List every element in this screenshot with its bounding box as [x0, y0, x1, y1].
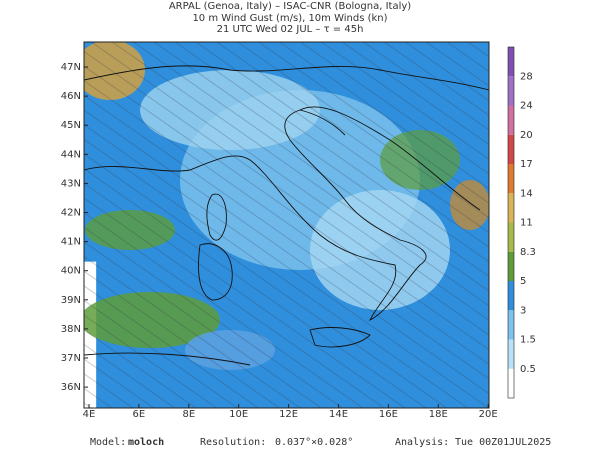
colorbar-label: 14: [520, 188, 533, 199]
lon-label: 18E: [429, 409, 448, 420]
colorbar-label: 5: [520, 276, 526, 287]
colorbar-label: 8.3: [520, 247, 536, 258]
lat-label: 40N: [61, 266, 81, 277]
footer-value: 0.037°×0.028°: [275, 437, 353, 448]
colorbar-segment: [508, 76, 514, 106]
colorbar-segment: [508, 251, 514, 281]
colorbar-segment: [508, 368, 514, 398]
map-frame: [83, 41, 490, 409]
colorbar-label: 11: [520, 218, 533, 229]
lat-label: 36N: [61, 382, 81, 393]
lon-label: 12E: [279, 409, 298, 420]
footer-label: Resolution:: [200, 437, 266, 448]
lon-label: 16E: [379, 409, 398, 420]
header-line: 21 UTC Wed 02 JUL – τ = 45h: [217, 24, 364, 35]
colorbar-label: 1.5: [520, 335, 536, 346]
lat-label: 44N: [61, 149, 81, 160]
lon-label: 4E: [83, 409, 96, 420]
colorbar-label: 28: [520, 71, 533, 82]
lat-label: 47N: [61, 62, 81, 73]
footer-value: Tue 00Z01JUL2025: [455, 437, 551, 448]
header-line: 10 m Wind Gust (m/s), 10m Winds (kn): [192, 13, 387, 24]
lat-label: 41N: [61, 237, 81, 248]
lat-label: 46N: [61, 91, 81, 102]
lon-label: 20E: [479, 409, 498, 420]
footer-label: Model:: [90, 437, 126, 448]
colorbar: 0.5 1.5 3 5 8.3 11 14 17 20 24 28: [507, 46, 536, 399]
lat-label: 39N: [61, 295, 81, 306]
colorbar-segment: [508, 164, 514, 194]
lat-label: 37N: [61, 353, 81, 364]
colorbar-label: 17: [520, 159, 533, 170]
lon-label: 8E: [182, 409, 195, 420]
colorbar-segment: [508, 310, 514, 340]
colorbar-label: 0.5: [520, 364, 536, 375]
wind-barbs: [84, 42, 489, 408]
lat-label: 43N: [61, 178, 81, 189]
colorbar-frame: [507, 46, 515, 399]
map: [84, 42, 489, 408]
colorbar-segment: [508, 47, 514, 77]
header-line: ARPAL (Genoa, Italy) – ISAC-CNR (Bologna…: [169, 1, 411, 12]
colorbar-segment: [508, 105, 514, 135]
colorbar-segment: [508, 193, 514, 223]
colorbar-segment: [508, 281, 514, 311]
lon-label: 10E: [229, 409, 248, 420]
footer-label: Analysis:: [395, 437, 449, 448]
lon-label: 14E: [329, 409, 348, 420]
lat-label: 38N: [61, 324, 81, 335]
colorbar-segment: [508, 222, 514, 252]
lon-label: 6E: [133, 409, 146, 420]
lat-label: 42N: [61, 208, 81, 219]
coastlines: [84, 65, 489, 366]
colorbar-label: 24: [520, 101, 533, 112]
colorbar-segment: [508, 339, 514, 369]
footer-value: moloch: [128, 437, 164, 448]
lat-label: 45N: [61, 120, 81, 131]
colorbar-segment: [508, 134, 514, 164]
colorbar-label: 3: [520, 305, 526, 316]
colorbar-label: 20: [520, 130, 533, 141]
graticule-labels: 47N 46N 45N 44N 43N 42N 41N 40N 39N 38N 37N 36N 4E 6E…: [61, 62, 498, 420]
